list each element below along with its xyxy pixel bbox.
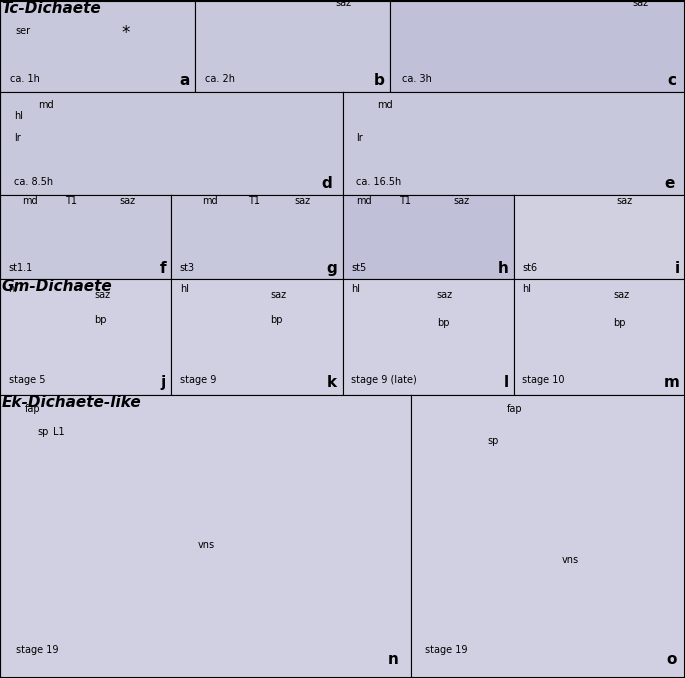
Text: ca. 3h: ca. 3h <box>402 75 432 84</box>
Text: fap: fap <box>507 405 523 414</box>
Text: saz: saz <box>336 0 352 7</box>
Text: d: d <box>321 176 332 191</box>
Text: saz: saz <box>613 290 630 300</box>
Text: vns: vns <box>197 540 214 551</box>
Text: ser: ser <box>16 26 31 36</box>
Text: c: c <box>667 73 676 88</box>
Text: hl: hl <box>351 284 360 294</box>
Text: T1: T1 <box>65 196 77 206</box>
Text: stage 19: stage 19 <box>16 645 59 656</box>
Text: hl: hl <box>8 284 18 294</box>
Text: *: * <box>121 24 129 42</box>
Text: lr: lr <box>356 134 363 143</box>
Text: k: k <box>327 375 337 390</box>
Text: saz: saz <box>632 0 648 7</box>
Text: o: o <box>667 652 677 666</box>
Text: g: g <box>327 261 337 276</box>
Text: fap: fap <box>25 405 40 414</box>
Text: vns: vns <box>562 555 579 565</box>
Text: a: a <box>179 73 189 88</box>
Text: ca. 2h: ca. 2h <box>205 75 235 84</box>
Text: st5: st5 <box>351 262 366 273</box>
Text: T1: T1 <box>399 196 411 206</box>
Text: e: e <box>664 176 675 191</box>
Text: bp: bp <box>271 315 283 325</box>
Text: hl: hl <box>522 284 532 294</box>
Text: Tc-Dichaete: Tc-Dichaete <box>1 1 101 16</box>
Text: st6: st6 <box>522 262 538 273</box>
Text: stage 10: stage 10 <box>522 376 565 385</box>
Text: saz: saz <box>295 196 311 206</box>
Text: bp: bp <box>613 318 625 327</box>
Text: saz: saz <box>271 290 287 300</box>
Text: l: l <box>503 375 508 390</box>
Text: stage 5: stage 5 <box>8 376 45 385</box>
Text: stage 19: stage 19 <box>425 645 467 656</box>
Text: j: j <box>161 375 166 390</box>
Text: md: md <box>22 196 38 206</box>
Text: f: f <box>160 261 166 276</box>
Text: h: h <box>498 261 508 276</box>
Text: sp: sp <box>488 435 499 445</box>
Text: saz: saz <box>120 196 136 206</box>
Text: stage 9 (late): stage 9 (late) <box>351 376 416 385</box>
Text: saz: saz <box>453 196 470 206</box>
Text: bp: bp <box>437 318 449 327</box>
Text: b: b <box>374 73 384 88</box>
Text: Ek-Dichaete-like: Ek-Dichaete-like <box>1 395 141 410</box>
Text: m: m <box>664 375 680 390</box>
Text: ca. 8.5h: ca. 8.5h <box>14 177 53 187</box>
Text: md: md <box>356 196 372 206</box>
Text: hl: hl <box>14 111 23 121</box>
Text: md: md <box>202 196 218 206</box>
Text: lr: lr <box>14 134 21 143</box>
Text: hl: hl <box>179 284 189 294</box>
Text: md: md <box>38 100 53 111</box>
Text: sp: sp <box>37 427 49 437</box>
Text: md: md <box>377 100 393 111</box>
Text: saz: saz <box>616 196 633 206</box>
Text: stage 9: stage 9 <box>179 376 216 385</box>
Text: bp: bp <box>95 315 107 325</box>
Text: T1: T1 <box>248 196 260 206</box>
Text: saz: saz <box>437 290 453 300</box>
Text: n: n <box>388 652 399 666</box>
Text: i: i <box>675 261 680 276</box>
Text: ca. 1h: ca. 1h <box>10 75 40 84</box>
Text: saz: saz <box>95 290 110 300</box>
Text: Gm-Dichaete: Gm-Dichaete <box>1 279 112 294</box>
Text: st1.1: st1.1 <box>8 262 33 273</box>
Text: st3: st3 <box>179 262 195 273</box>
Text: L1: L1 <box>53 427 65 437</box>
Text: ca. 16.5h: ca. 16.5h <box>356 177 401 187</box>
